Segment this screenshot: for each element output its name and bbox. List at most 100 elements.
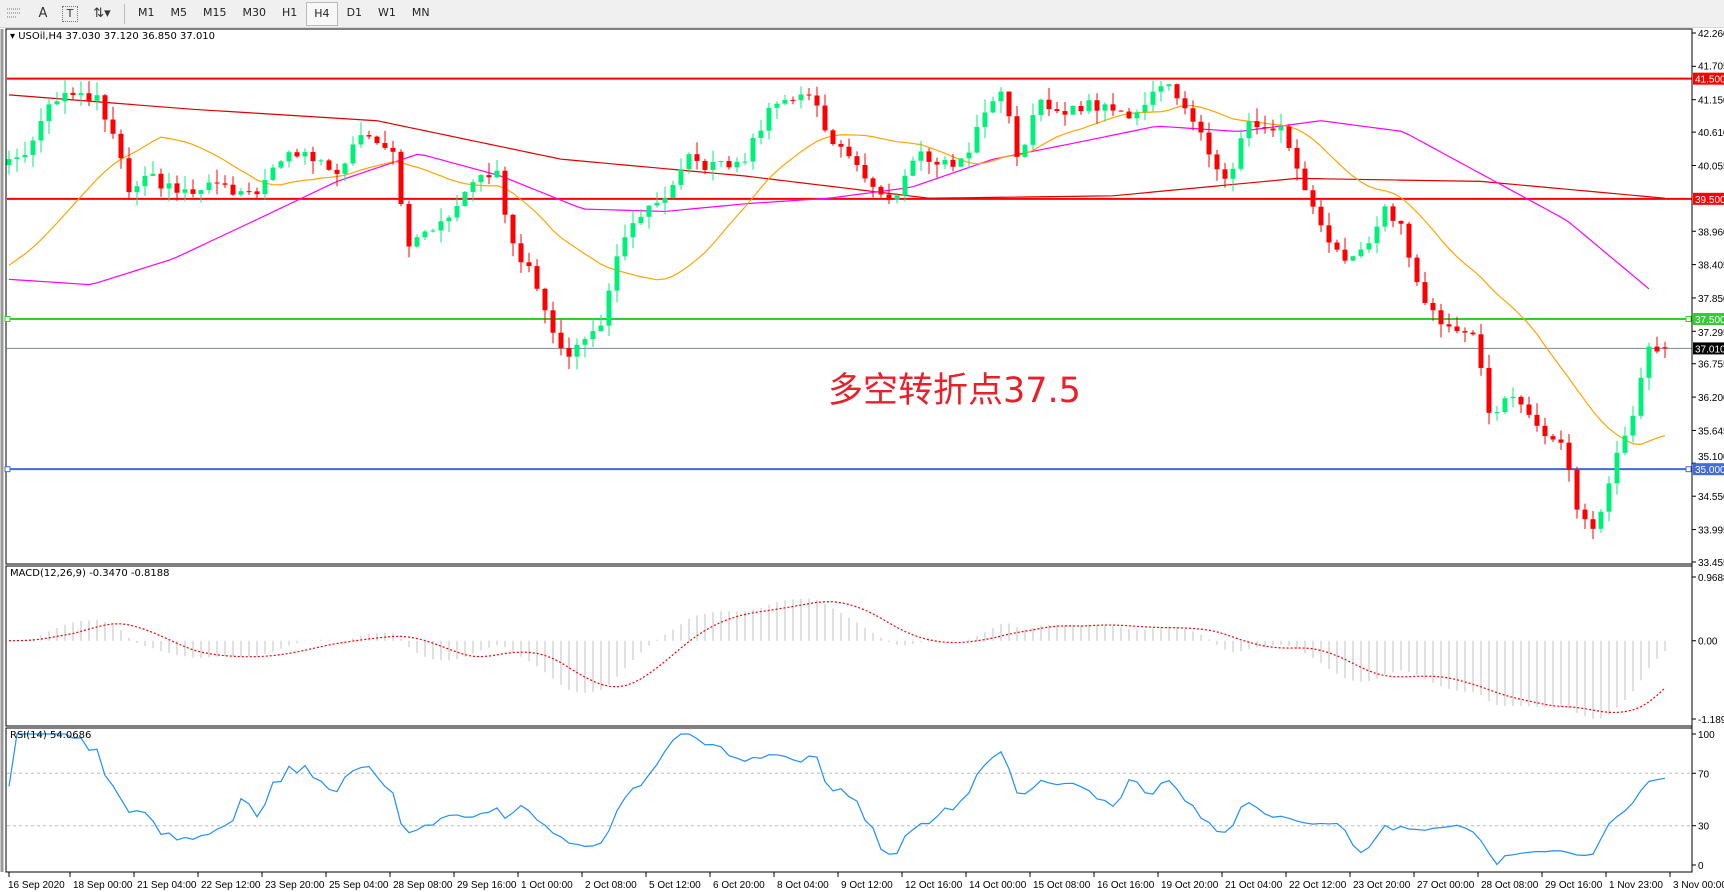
time-tick-label: 16 Sep 2020	[8, 880, 65, 891]
candle	[662, 186, 668, 215]
candle-body	[526, 262, 532, 267]
candle-body	[1390, 206, 1396, 221]
candle	[1302, 161, 1308, 191]
annotation-text: 多空转折点37.5	[828, 371, 1081, 411]
candle-body	[646, 205, 652, 217]
candle-body	[1414, 257, 1420, 283]
time-tick-label: 27 Oct 00:00	[1417, 880, 1475, 891]
candle	[70, 87, 76, 100]
candle	[1646, 342, 1652, 391]
candle	[1558, 430, 1564, 450]
candle	[846, 138, 852, 159]
candle	[254, 187, 260, 198]
time-tick-label: 19 Oct 20:00	[1161, 880, 1219, 891]
macd-tick-label: 0.00	[1698, 637, 1718, 648]
candle-body	[1278, 126, 1284, 131]
candle	[1630, 406, 1636, 443]
timeframe-h4[interactable]: H4	[306, 1, 338, 26]
candle-body	[950, 159, 956, 167]
timeframe-m15[interactable]: M15	[203, 5, 227, 19]
candle-body	[542, 288, 548, 311]
candle	[726, 156, 732, 170]
candle-body	[1358, 249, 1364, 257]
candle-body	[1126, 111, 1132, 119]
candle-body	[990, 101, 996, 113]
candle-body	[1262, 127, 1268, 129]
candle-body	[838, 144, 844, 147]
price-tick-label: 37.850	[1698, 294, 1724, 305]
candle-body	[606, 290, 612, 326]
candle	[1262, 115, 1268, 134]
candle	[1534, 403, 1540, 432]
candle-body	[1630, 415, 1636, 436]
timeframe-m5[interactable]: M5	[170, 5, 188, 19]
candle-body	[886, 194, 892, 200]
arrows-dropdown-icon[interactable]: ⇅▾	[93, 6, 111, 21]
level-price-label: 35.000	[1695, 465, 1724, 476]
main-pane-frame	[5, 28, 1693, 565]
candle	[1054, 101, 1060, 114]
candle-body	[126, 158, 132, 193]
candle-body	[854, 156, 860, 165]
candle	[1606, 476, 1612, 522]
ma-slow-line	[8, 94, 1666, 199]
candle	[878, 185, 884, 198]
candle-body	[1606, 483, 1612, 512]
time-tick-label: 3 Nov 00:00	[1673, 880, 1724, 891]
text-icon[interactable]: A	[38, 6, 48, 21]
candle-body	[94, 95, 100, 101]
candle	[1126, 107, 1132, 119]
candle	[710, 150, 716, 181]
grid-properties-icon[interactable]	[2, 3, 28, 25]
candle-body	[1230, 168, 1236, 179]
level-price-tag	[1693, 192, 1724, 205]
candle	[406, 200, 412, 258]
timeframe-h1[interactable]: H1	[282, 5, 298, 19]
candle	[1190, 100, 1196, 131]
price-tick-label: 37.295	[1698, 328, 1724, 339]
text-label-icon[interactable]: T	[62, 5, 78, 22]
candle	[1198, 115, 1204, 141]
rsi-line	[8, 733, 1666, 866]
timeframe-d1[interactable]: D1	[346, 5, 363, 19]
candle	[1134, 109, 1140, 126]
candle	[102, 93, 108, 133]
collapse-triangle-icon[interactable]: ▾	[10, 31, 19, 42]
candle-body	[438, 221, 444, 231]
candle-body	[566, 348, 572, 357]
candle-body	[1206, 132, 1212, 155]
candle	[1518, 395, 1524, 414]
candle	[1550, 433, 1556, 443]
candle	[702, 158, 708, 175]
price-tick-label: 41.150	[1698, 96, 1724, 107]
timeframe-w1[interactable]: W1	[378, 5, 396, 19]
candle-body	[278, 161, 284, 168]
candle	[494, 159, 500, 179]
candle-body	[630, 223, 636, 238]
candle-body	[638, 216, 644, 224]
candle	[1334, 239, 1340, 253]
candle-body	[766, 107, 772, 131]
time-tick-label: 21 Oct 04:00	[1225, 880, 1283, 891]
timeframe-m30[interactable]: M30	[242, 5, 267, 19]
candle	[750, 133, 756, 170]
time-tick-label: 28 Oct 08:00	[1481, 880, 1539, 891]
timeframe-m1[interactable]: M1	[138, 5, 155, 19]
candle	[1366, 236, 1372, 253]
candle-body	[1214, 154, 1220, 170]
candle	[1070, 105, 1076, 116]
candle-body	[134, 186, 140, 193]
candle	[1638, 367, 1644, 419]
candle	[150, 161, 156, 177]
candle-body	[342, 163, 348, 174]
candle	[86, 81, 92, 106]
candle-body	[510, 214, 516, 244]
candle-body	[550, 310, 556, 333]
candle-body	[1598, 511, 1604, 529]
candle	[1062, 101, 1068, 126]
rsi-tick-label: 0	[1698, 861, 1704, 872]
price-tick-label: 35.645	[1698, 426, 1724, 437]
candle-body	[534, 266, 540, 289]
timeframe-mn[interactable]: MN	[411, 5, 430, 19]
